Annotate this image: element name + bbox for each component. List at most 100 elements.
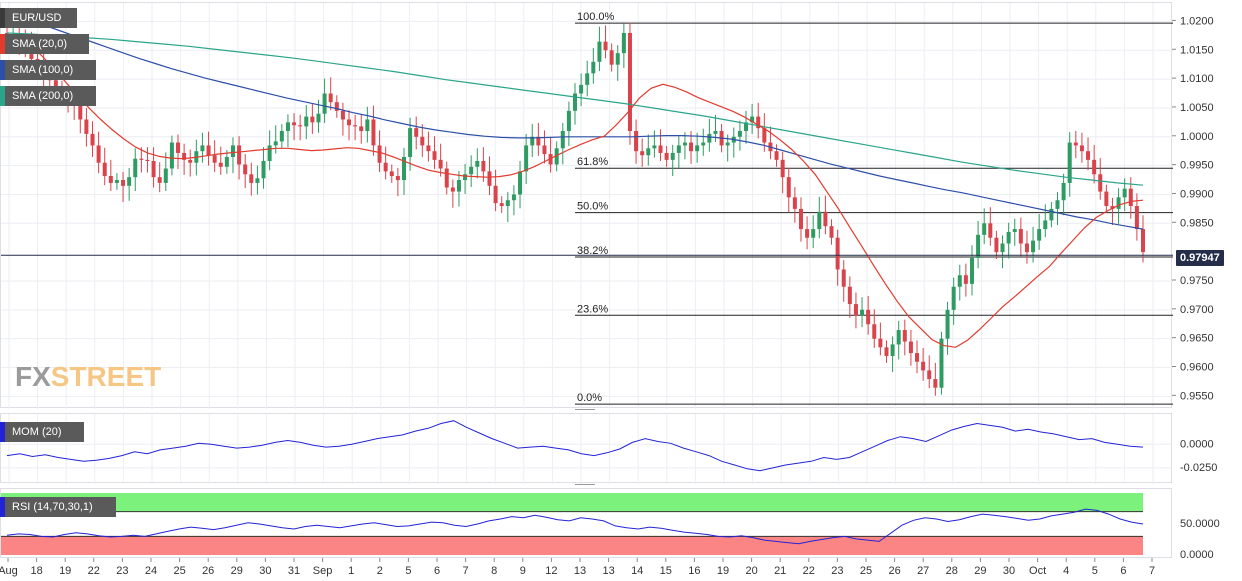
candle-body (414, 128, 419, 137)
momentum-label[interactable]: MOM (20) (0, 422, 84, 442)
candle-body (444, 168, 449, 188)
candle-body (585, 73, 590, 85)
candle-body (432, 151, 437, 160)
candle-body (298, 125, 303, 127)
time-axis-label: 27 (917, 565, 929, 577)
candle-body (383, 162, 388, 172)
candle-body (670, 152, 675, 160)
candle-body (609, 50, 614, 65)
fib-label: 38.2% (577, 245, 608, 257)
candle-body (963, 275, 968, 284)
candle-body (230, 145, 235, 157)
time-axis-label: 13 (574, 565, 586, 577)
momentum-text: MOM (20) (12, 426, 62, 438)
rsi-axis: 50.0000 0.0000 (1180, 518, 1220, 558)
candle-body (518, 171, 523, 195)
candle-body (133, 158, 138, 178)
price-axis-label: 1.0100 (1180, 73, 1214, 85)
time-axis-label: 18 (30, 565, 42, 577)
candle-body (487, 171, 492, 186)
time-axis-label: 5 (1092, 565, 1098, 577)
candle-body (499, 203, 504, 206)
momentum-chart (1, 414, 1173, 484)
momentum-line (6, 420, 1144, 472)
candle-body (682, 142, 687, 146)
candle-body (267, 145, 272, 162)
time-axis-label: Sep (313, 565, 333, 577)
candle-body (127, 177, 132, 186)
candle-body (347, 119, 352, 126)
rsi-axis-label: 0.0000 (1180, 549, 1214, 558)
rsi-label[interactable]: RSI (14,70,30,1) (0, 497, 116, 517)
candle-body (1018, 229, 1023, 244)
candle-body (915, 353, 920, 362)
candle-body (560, 131, 565, 149)
candle-body (316, 113, 321, 123)
candle-body (1116, 197, 1121, 209)
time-axis-label: 26 (888, 565, 900, 577)
candle-body (579, 84, 584, 94)
candle-body (817, 211, 822, 230)
time-axis-label: 15 (660, 565, 672, 577)
candle-body (658, 145, 663, 153)
candle-body (1141, 229, 1145, 253)
sma-100-label[interactable]: SMA (100,0) (0, 60, 96, 80)
candle-body (890, 344, 895, 356)
time-axis-label: 20 (745, 565, 757, 577)
candle-body (53, 80, 58, 88)
candle-body (933, 379, 938, 388)
candle-body (829, 226, 834, 238)
candle-body (243, 164, 248, 175)
candle-body (634, 131, 639, 152)
time-axis-label: 5 (405, 565, 411, 577)
time-axis-label: 19 (717, 565, 729, 577)
time-axis-label: 2 (377, 565, 383, 577)
price-axis-label: 0.9750 (1180, 275, 1214, 287)
candle-body (872, 324, 877, 339)
candle-body (493, 185, 498, 204)
candle-body (774, 151, 779, 160)
candle-body (927, 370, 932, 380)
candle-body (713, 131, 718, 134)
candle-body (176, 142, 181, 153)
rsi-overbought-zone (1, 493, 1143, 512)
candle-body (78, 105, 83, 120)
candle-body (908, 341, 913, 354)
price-axis: 1.0200 1.0150 1.0100 1.0050 1.0000 0.9950 0.99… (1172, 15, 1214, 402)
candle-body (511, 194, 516, 201)
candle-body (212, 155, 217, 163)
time-axis-label: 14 (631, 565, 643, 577)
rsi-chart (1, 493, 1144, 555)
candle-body (426, 145, 431, 152)
price-axis-label: 1.0000 (1180, 131, 1214, 143)
candle-body (725, 142, 730, 146)
candle-body (982, 223, 987, 235)
candle-body (505, 200, 510, 206)
fib-label: 23.6% (577, 303, 608, 315)
candle-body (737, 131, 742, 137)
sma-200-text: SMA (200,0) (12, 90, 74, 102)
candle-body (292, 122, 297, 126)
candle-body (823, 211, 828, 227)
candle-body (1037, 229, 1042, 241)
symbol-label[interactable]: EUR/USD (0, 8, 77, 28)
candle-body (1049, 208, 1054, 221)
time-axis-label: 8 (491, 565, 497, 577)
candle-body (359, 126, 364, 132)
candle-body (707, 133, 712, 143)
candle-body (884, 347, 889, 356)
time-axis-label: 9 (520, 565, 526, 577)
sma-200-label[interactable]: SMA (200,0) (0, 86, 96, 106)
candle-body (615, 53, 620, 65)
candle-body (475, 161, 480, 167)
candle-body (145, 159, 150, 162)
sma-20-label[interactable]: SMA (20,0) (0, 34, 89, 54)
current-price-label: 0.97947 (1176, 250, 1224, 266)
candle-body (957, 275, 962, 287)
candle-body (340, 110, 345, 120)
candle-body (1134, 206, 1139, 230)
candle-body (1012, 229, 1017, 232)
fib-label: 100.0% (577, 11, 615, 23)
candle-body (1098, 174, 1103, 192)
time-axis-label: 6 (1120, 565, 1126, 577)
